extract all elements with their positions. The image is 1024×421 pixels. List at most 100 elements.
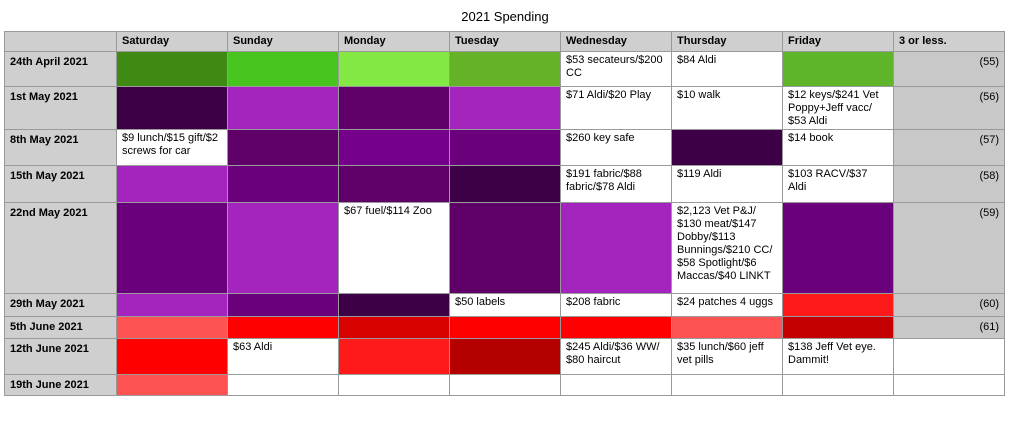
- cell-tuesday-colored[interactable]: [449, 338, 561, 375]
- cell-thursday-note[interactable]: $119 Aldi: [671, 165, 783, 203]
- header-row: Saturday Sunday Monday Tuesday Wednesday…: [4, 31, 1005, 52]
- week-row: 29th May 2021 $50 labels $208 fabric $24 pa…: [4, 293, 1005, 317]
- cell-tuesday-colored[interactable]: [449, 316, 561, 339]
- cell-monday-colored[interactable]: [338, 316, 450, 339]
- cell-tuesday-colored[interactable]: [449, 129, 561, 166]
- week-row: 24th April 2021 $53 secateurs/$200 CC $84 …: [4, 51, 1005, 87]
- cell-thursday-note[interactable]: $10 walk: [671, 86, 783, 130]
- cell-sunday-colored[interactable]: [227, 86, 339, 130]
- cell-monday-colored[interactable]: [338, 293, 450, 317]
- cell-3-or-less[interactable]: [893, 374, 1005, 396]
- column-header-3-or-less[interactable]: 3 or less.: [893, 31, 1005, 52]
- cell-thursday-note[interactable]: $24 patches 4 uggs: [671, 293, 783, 317]
- cell-wednesday-colored[interactable]: [560, 202, 672, 294]
- cell-thursday-note[interactable]: [671, 374, 783, 396]
- cell-sunday-note[interactable]: $63 Aldi: [227, 338, 339, 375]
- column-header-friday[interactable]: Friday: [782, 31, 894, 52]
- cell-saturday-colored[interactable]: [116, 374, 228, 396]
- cell-monday-colored[interactable]: [338, 86, 450, 130]
- cell-tuesday-colored[interactable]: [449, 51, 561, 87]
- cell-sunday-note[interactable]: [227, 374, 339, 396]
- cell-3-or-less[interactable]: (57): [893, 129, 1005, 166]
- cell-thursday-note[interactable]: $84 Aldi: [671, 51, 783, 87]
- cell-sunday-colored[interactable]: [227, 165, 339, 203]
- cell-friday-colored[interactable]: [782, 51, 894, 87]
- cell-thursday-colored[interactable]: [671, 316, 783, 339]
- cell-monday-colored[interactable]: [338, 129, 450, 166]
- cell-friday-colored[interactable]: [782, 293, 894, 317]
- cell-saturday-colored[interactable]: [116, 293, 228, 317]
- column-header-thursday[interactable]: Thursday: [671, 31, 783, 52]
- cell-friday-note[interactable]: [782, 374, 894, 396]
- row-header-week[interactable]: 1st May 2021: [4, 86, 117, 130]
- cell-thursday-colored[interactable]: [671, 129, 783, 166]
- cell-thursday-note[interactable]: $2,123 Vet P&J/ $130 meat/$147 Dobby/$11…: [671, 202, 783, 294]
- cell-tuesday-note[interactable]: [449, 374, 561, 396]
- column-header-sunday[interactable]: Sunday: [227, 31, 339, 52]
- week-row: 19th June 2021: [4, 374, 1005, 396]
- cell-saturday-colored[interactable]: [116, 51, 228, 87]
- cell-tuesday-colored[interactable]: [449, 202, 561, 294]
- row-header-week[interactable]: 12th June 2021: [4, 338, 117, 375]
- cell-saturday-colored[interactable]: [116, 338, 228, 375]
- cell-sunday-colored[interactable]: [227, 51, 339, 87]
- cell-monday-colored[interactable]: [338, 338, 450, 375]
- cell-wednesday-note[interactable]: $71 Aldi/$20 Play: [560, 86, 672, 130]
- cell-friday-note[interactable]: $12 keys/$241 Vet Poppy+Jeff vacc/ $53 A…: [782, 86, 894, 130]
- sheet-title: 2021 Spending: [461, 9, 549, 24]
- cell-3-or-less[interactable]: (58): [893, 165, 1005, 203]
- week-row: 8th May 2021 $9 lunch/$15 gift/$2 screws …: [4, 129, 1005, 166]
- row-header-week[interactable]: 8th May 2021: [4, 129, 117, 166]
- cell-wednesday-colored[interactable]: [560, 316, 672, 339]
- cell-saturday-colored[interactable]: [116, 86, 228, 130]
- cell-monday-note[interactable]: $67 fuel/$114 Zoo: [338, 202, 450, 294]
- row-header-week[interactable]: 29th May 2021: [4, 293, 117, 317]
- cell-saturday-colored[interactable]: [116, 316, 228, 339]
- cell-tuesday-note[interactable]: $50 labels: [449, 293, 561, 317]
- column-header-tuesday[interactable]: Tuesday: [449, 31, 561, 52]
- cell-3-or-less[interactable]: (55): [893, 51, 1005, 87]
- row-header-week[interactable]: 24th April 2021: [4, 51, 117, 87]
- cell-tuesday-colored[interactable]: [449, 86, 561, 130]
- cell-3-or-less[interactable]: (56): [893, 86, 1005, 130]
- column-header-saturday[interactable]: Saturday: [116, 31, 228, 52]
- cell-saturday-note[interactable]: $9 lunch/$15 gift/$2 screws for car: [116, 129, 228, 166]
- column-header-wednesday[interactable]: Wednesday: [560, 31, 672, 52]
- cell-sunday-colored[interactable]: [227, 202, 339, 294]
- cell-saturday-colored[interactable]: [116, 165, 228, 203]
- cell-friday-note[interactable]: $138 Jeff Vet eye. Dammit!: [782, 338, 894, 375]
- cell-tuesday-colored[interactable]: [449, 165, 561, 203]
- row-header-week[interactable]: 5th June 2021: [4, 316, 117, 339]
- week-row: 5th June 2021 (61): [4, 316, 1005, 339]
- cell-3-or-less[interactable]: (60): [893, 293, 1005, 317]
- cell-wednesday-note[interactable]: $53 secateurs/$200 CC: [560, 51, 672, 87]
- cell-3-or-less[interactable]: [893, 338, 1005, 375]
- cell-sunday-colored[interactable]: [227, 316, 339, 339]
- cell-3-or-less[interactable]: (61): [893, 316, 1005, 339]
- cell-friday-colored[interactable]: [782, 316, 894, 339]
- cell-thursday-note[interactable]: $35 lunch/$60 jeff vet pills: [671, 338, 783, 375]
- cell-wednesday-note[interactable]: $245 Aldi/$36 WW/ $80 haircut: [560, 338, 672, 375]
- cell-friday-colored[interactable]: [782, 202, 894, 294]
- cell-sunday-colored[interactable]: [227, 129, 339, 166]
- cell-monday-colored[interactable]: [338, 165, 450, 203]
- cell-wednesday-note[interactable]: $208 fabric: [560, 293, 672, 317]
- cell-monday-colored[interactable]: [338, 51, 450, 87]
- row-header-week[interactable]: 15th May 2021: [4, 165, 117, 203]
- corner-cell[interactable]: [4, 31, 117, 52]
- cell-wednesday-note[interactable]: $260 key safe: [560, 129, 672, 166]
- cell-wednesday-note[interactable]: $191 fabric/$88 fabric/$78 Aldi: [560, 165, 672, 203]
- cell-friday-note[interactable]: $14 book: [782, 129, 894, 166]
- week-row: 1st May 2021 $71 Aldi/$20 Play $10 walk $12…: [4, 86, 1005, 130]
- cell-monday-note[interactable]: [338, 374, 450, 396]
- cell-sunday-colored[interactable]: [227, 293, 339, 317]
- cell-saturday-colored[interactable]: [116, 202, 228, 294]
- spending-grid: Saturday Sunday Monday Tuesday Wednesday…: [4, 31, 1005, 396]
- column-header-monday[interactable]: Monday: [338, 31, 450, 52]
- cell-wednesday-note[interactable]: [560, 374, 672, 396]
- row-header-week[interactable]: 22nd May 2021: [4, 202, 117, 294]
- row-header-week[interactable]: 19th June 2021: [4, 374, 117, 396]
- week-row: 15th May 2021 $191 fabric/$88 fabric/$78 …: [4, 165, 1005, 203]
- cell-3-or-less[interactable]: (59): [893, 202, 1005, 294]
- cell-friday-note[interactable]: $103 RACV/$37 Aldi: [782, 165, 894, 203]
